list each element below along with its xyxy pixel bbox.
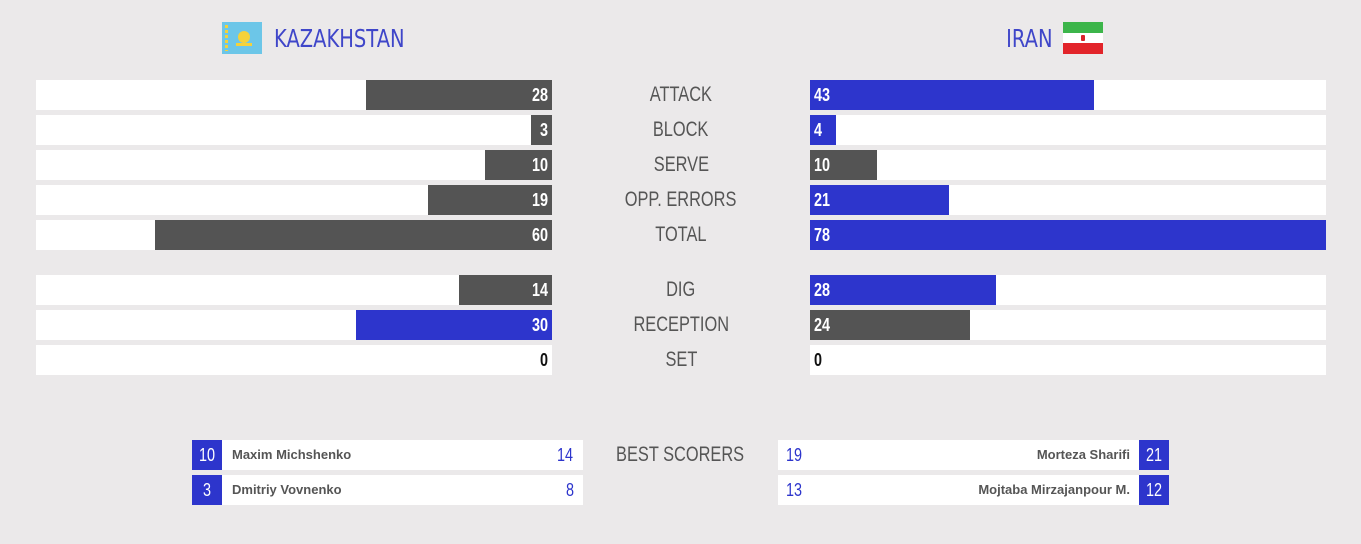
kazakhstan-flag-icon xyxy=(222,22,262,54)
player-name: Dmitriy Vovnenko xyxy=(232,482,342,497)
left-bar-track: 0 xyxy=(36,345,552,375)
left-value: 10 xyxy=(531,155,548,175)
left-value: 19 xyxy=(531,190,548,210)
right-value: 43 xyxy=(814,85,831,105)
right-bar xyxy=(810,150,877,180)
left-value: 28 xyxy=(531,85,548,105)
right-value: 24 xyxy=(814,315,831,335)
right-bar-track: 24 xyxy=(810,310,1326,340)
left-bar-track: 28 xyxy=(36,80,552,110)
team-header-left: KAZAKHSTAN xyxy=(222,20,441,56)
stat-label: SERVE xyxy=(653,153,709,176)
right-bar xyxy=(810,80,1094,110)
left-value: 3 xyxy=(539,120,548,140)
player-points: 8 xyxy=(565,480,574,500)
right-bar xyxy=(810,220,1326,250)
left-bar xyxy=(366,80,552,110)
player-number: 3 xyxy=(192,475,222,505)
best-scorers-label: BEST SCORERS xyxy=(616,443,745,466)
right-bar xyxy=(810,275,996,305)
left-bar xyxy=(428,185,552,215)
right-value: 78 xyxy=(814,225,831,245)
iran-flag-icon xyxy=(1063,22,1103,54)
player-points: 13 xyxy=(786,480,803,500)
player-points: 14 xyxy=(556,445,573,465)
left-value: 30 xyxy=(531,315,548,335)
scorer-card: 19 Morteza Sharifi xyxy=(778,440,1139,470)
stat-label: BLOCK xyxy=(653,118,709,141)
right-scorer-row: 19 Morteza Sharifi 21 xyxy=(778,440,1169,470)
left-bar-track: 30 xyxy=(36,310,552,340)
left-value: 0 xyxy=(539,350,548,370)
scorer-card: Maxim Michshenko 14 xyxy=(222,440,583,470)
left-bar-track: 19 xyxy=(36,185,552,215)
team-header-right: IRAN xyxy=(993,20,1103,56)
scorer-card: 13 Mojtaba Mirzajanpour M. xyxy=(778,475,1139,505)
stat-row-set: 0 SET 0 xyxy=(36,345,1326,375)
player-points: 19 xyxy=(786,445,803,465)
player-name: Morteza Sharifi xyxy=(1036,447,1130,462)
player-number: 10 xyxy=(192,440,222,470)
left-bar-track: 3 xyxy=(36,115,552,145)
left-bar-track: 10 xyxy=(36,150,552,180)
left-scorer-row: 10 Maxim Michshenko 14 xyxy=(192,440,583,470)
stat-row-reception: 30 RECEPTION 24 xyxy=(36,310,1326,340)
team-name-left: KAZAKHSTAN xyxy=(274,23,405,53)
right-bar-track: 4 xyxy=(810,115,1326,145)
right-bar-track: 78 xyxy=(810,220,1326,250)
right-value: 4 xyxy=(814,120,823,140)
right-bar-track: 28 xyxy=(810,275,1326,305)
left-bar xyxy=(459,275,552,305)
stat-row-attack: 28 ATTACK 43 xyxy=(36,80,1326,110)
right-value: 0 xyxy=(814,350,823,370)
right-bar xyxy=(810,185,949,215)
stat-label: RECEPTION xyxy=(633,313,729,336)
right-bar xyxy=(810,310,970,340)
right-bar-track: 10 xyxy=(810,150,1326,180)
player-number: 12 xyxy=(1139,475,1169,505)
right-scorer-row: 13 Mojtaba Mirzajanpour M. 12 xyxy=(778,475,1169,505)
right-bar-track: 43 xyxy=(810,80,1326,110)
left-bar xyxy=(356,310,552,340)
right-bar-track: 0 xyxy=(810,345,1326,375)
player-name: Maxim Michshenko xyxy=(232,447,352,462)
stat-label: TOTAL xyxy=(655,223,707,246)
stat-row-block: 3 BLOCK 4 xyxy=(36,115,1326,145)
stat-label: SET xyxy=(665,348,697,371)
stat-row-opp-errors: 19 OPP. ERRORS 21 xyxy=(36,185,1326,215)
left-value: 14 xyxy=(531,280,548,300)
left-value: 60 xyxy=(531,225,548,245)
right-bar xyxy=(810,115,836,145)
left-scorer-row: 3 Dmitriy Vovnenko 8 xyxy=(192,475,583,505)
team-name-right: IRAN xyxy=(1006,23,1053,53)
right-value: 21 xyxy=(814,190,831,210)
stat-label: ATTACK xyxy=(649,83,713,106)
left-bar xyxy=(531,115,552,145)
player-number: 21 xyxy=(1139,440,1169,470)
right-bar-track: 21 xyxy=(810,185,1326,215)
right-value: 10 xyxy=(814,155,831,175)
scorer-card: Dmitriy Vovnenko 8 xyxy=(222,475,583,505)
player-name: Mojtaba Mirzajanpour M. xyxy=(978,482,1130,497)
left-bar-track: 14 xyxy=(36,275,552,305)
stat-row-dig: 14 DIG 28 xyxy=(36,275,1326,305)
stat-label: OPP. ERRORS xyxy=(625,188,737,211)
stat-label: DIG xyxy=(666,278,696,301)
right-value: 28 xyxy=(814,280,831,300)
stat-row-total: 60 TOTAL 78 xyxy=(36,220,1326,250)
left-bar xyxy=(155,220,552,250)
left-bar-track: 60 xyxy=(36,220,552,250)
stat-row-serve: 10 SERVE 10 xyxy=(36,150,1326,180)
left-bar xyxy=(485,150,552,180)
